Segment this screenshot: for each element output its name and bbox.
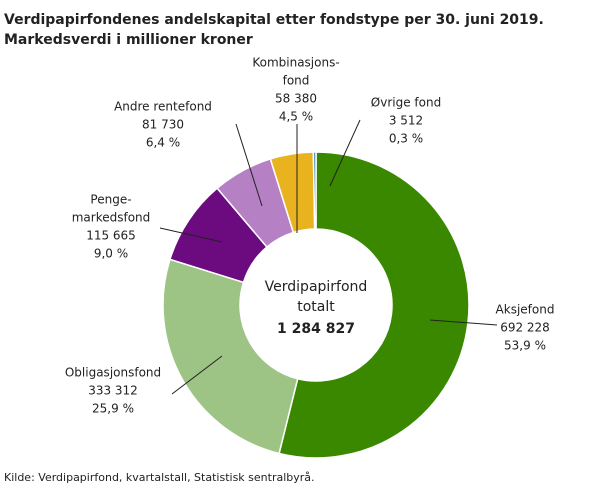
share-label: 6,4 % [146,136,180,150]
slice-label: Obligasjonsfond [65,366,161,380]
share-label: 25,9 % [92,402,134,416]
slice-label: fond [283,74,310,88]
slice-label: Aksjefond [496,303,555,317]
donut-slice [162,258,299,455]
chart-subtitle: Markedsverdi i millioner kroner [4,32,253,48]
slice-label: markedsfond [72,211,151,225]
value-label: 692 228 [500,321,550,335]
share-label: 53,9 % [504,339,546,353]
value-label: 333 312 [88,384,138,398]
center-label: Verdipapirfond [265,279,368,295]
value-label: 115 665 [86,229,136,243]
value-label: 81 730 [142,118,184,132]
source: Kilde: Verdipapirfond, kvartalstall, Sta… [4,471,315,484]
leader-line [159,227,223,243]
leader-line [171,355,223,395]
value-label: 3 512 [389,114,423,128]
slice-label: Penge- [90,193,131,207]
slice-label: Andre rentefond [114,100,212,114]
chart-title: Verdipapirfondenes andelskapital etter f… [4,12,544,28]
share-label: 9,0 % [94,247,128,261]
center-label: totalt [297,299,335,315]
value-label: 58 380 [275,92,317,106]
slice-label: Øvrige fond [371,96,441,110]
slice-label: Kombinasjons- [252,56,339,70]
share-label: 0,3 % [389,132,423,146]
donut-slice [312,151,317,230]
leader-line [329,119,361,187]
donut-slice [278,151,470,459]
leader-line [235,123,263,207]
share-label: 4,5 % [279,110,313,124]
center-total: 1 284 827 [277,321,355,337]
leader-line [429,319,498,326]
